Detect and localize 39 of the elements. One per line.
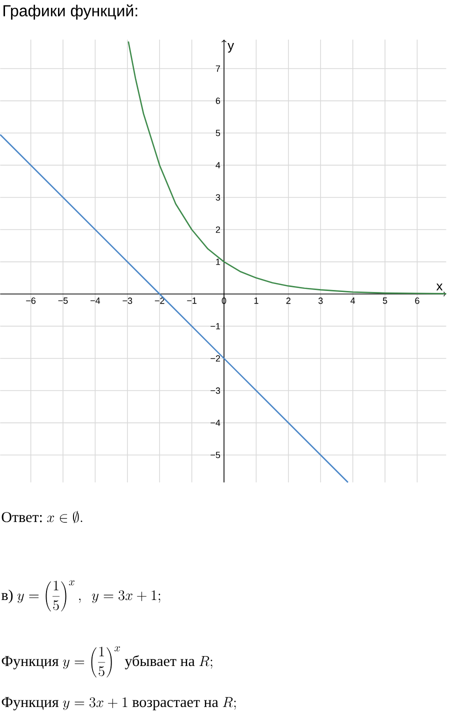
chart-title: Графики функций: <box>4 4 138 20</box>
text: $x \in \emptyset.$ <box>47 510 82 524</box>
text: возрастает на <box>132 700 218 710</box>
x-axis-title: x <box>436 284 443 290</box>
x-tick-label: 6 <box>415 298 420 304</box>
text: в) <box>1 590 13 604</box>
y-tick-label: −4 <box>210 420 220 426</box>
y-tick-label: −3 <box>210 387 220 394</box>
y-tick-label: −5 <box>210 452 220 458</box>
y-tick-label: 7 <box>216 66 220 72</box>
y-tick-label: 4 <box>216 162 220 168</box>
y-tick-label: 3 <box>216 194 220 201</box>
y-axis-title: y <box>228 43 234 53</box>
x-tick-label: 5 <box>382 298 388 304</box>
y-tick-label: −2 <box>210 355 220 362</box>
x-tick-label: −2 <box>154 298 164 304</box>
y-tick-label: 5 <box>216 130 220 136</box>
text: убывает на <box>124 655 195 670</box>
y-tick-label: −1 <box>210 323 220 330</box>
text: Функция <box>2 697 59 710</box>
text: $y=3x+1$ <box>62 697 128 710</box>
text: Функция <box>2 656 59 670</box>
text: $y=\left(\frac{1}{5}\right)^{x}$ <box>62 646 120 678</box>
x-tick-label: 2 <box>286 298 290 304</box>
x-tick-label: −3 <box>122 298 132 304</box>
x-tick-label: −6 <box>26 298 36 304</box>
y-tick-label: 1 <box>216 258 220 265</box>
x-tick-label: 1 <box>254 298 258 304</box>
x-tick-label: −4 <box>90 298 100 304</box>
text: Ответ: <box>2 512 42 522</box>
text: $R;$ <box>222 697 236 710</box>
x-tick-label: −5 <box>58 298 68 304</box>
x-tick-label: 3 <box>318 298 323 304</box>
text: $R;$ <box>199 656 212 669</box>
y-tick-label: 6 <box>216 98 220 104</box>
y-tick-label: 2 <box>216 226 220 233</box>
x-tick-label: −1 <box>187 298 196 304</box>
x-tick-label: 4 <box>350 298 356 304</box>
text: $y=\left(\frac{1}{5}\right)^{x},\ \ y=3x+1;$ <box>17 580 160 612</box>
